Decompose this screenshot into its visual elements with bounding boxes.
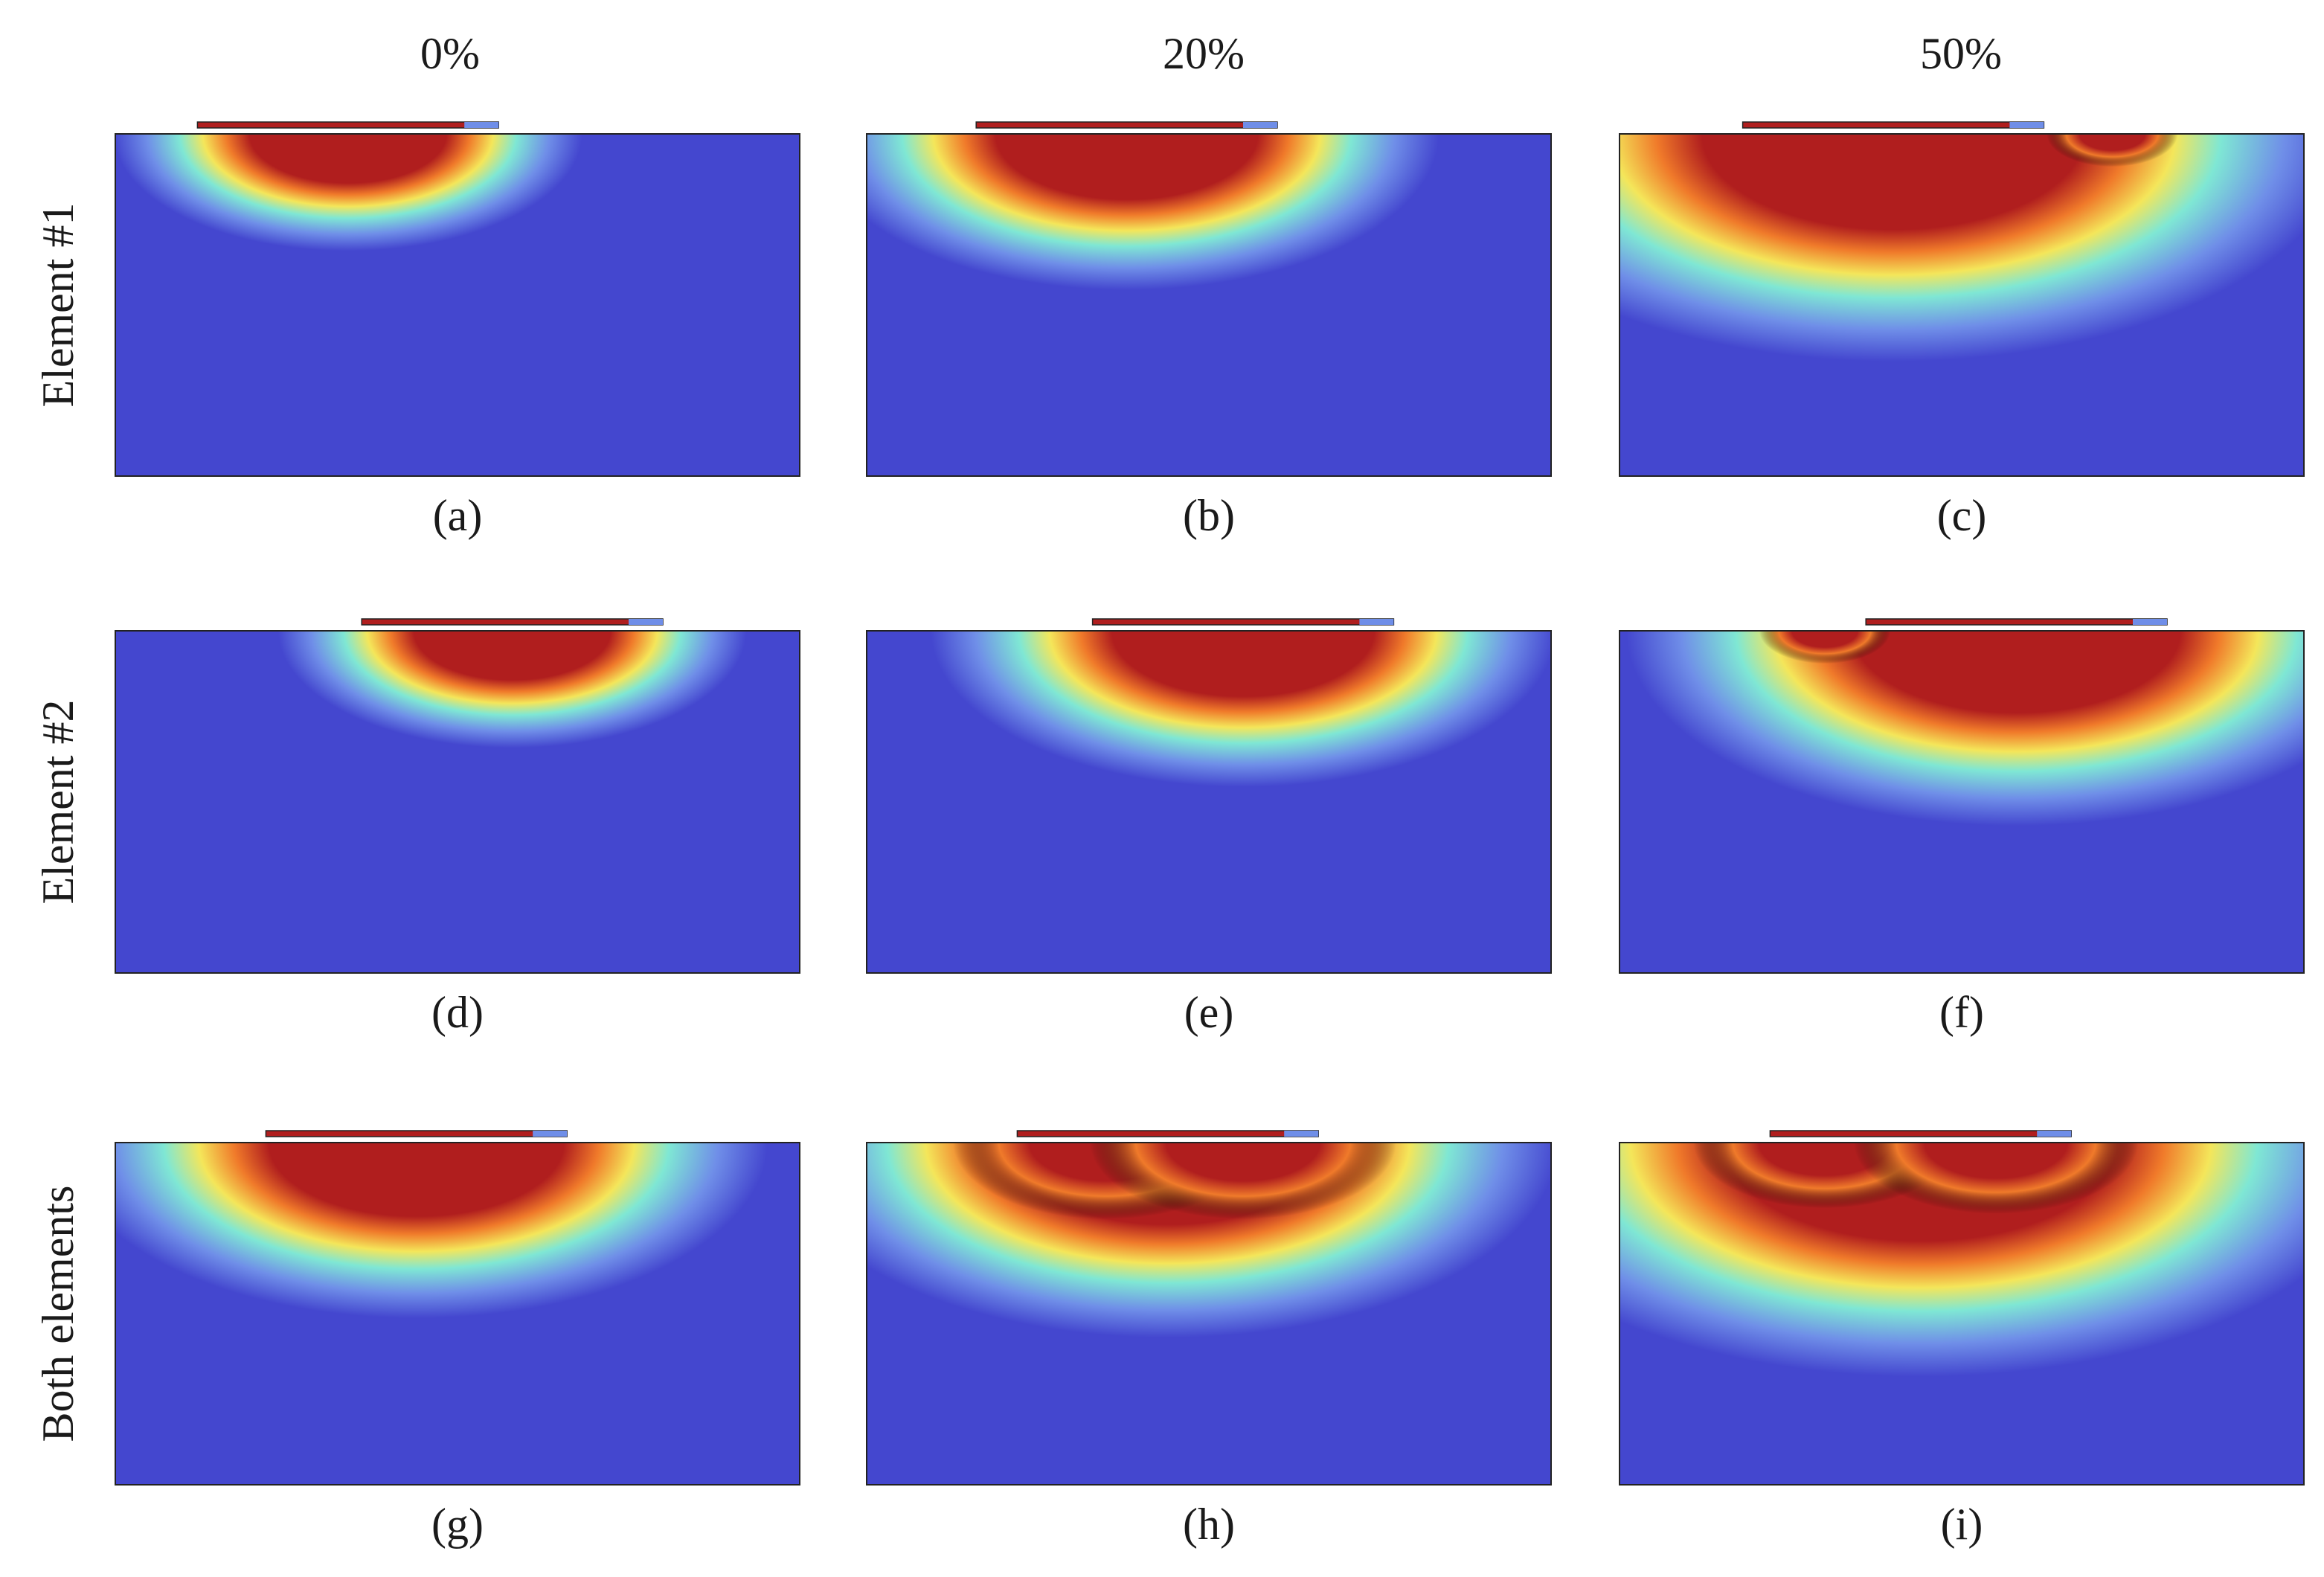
transducer-tip [629, 619, 663, 625]
panel-caption: (d) [431, 988, 484, 1037]
transducer-tip [1359, 619, 1394, 625]
transducer-tip [533, 1131, 568, 1137]
heatmap-panel-f [1619, 618, 2305, 974]
transducer-strip [196, 121, 499, 129]
transducer-tip [1284, 1131, 1319, 1137]
heatmap-panel-i [1619, 1130, 2305, 1486]
panel-frame [866, 133, 1552, 477]
panel-frame [115, 133, 800, 477]
heat-lobe [1620, 631, 2304, 973]
heat-lobe [1620, 1143, 2304, 1485]
transducer-tip [2009, 122, 2044, 128]
row-heading-2: Both elements [33, 1185, 83, 1442]
panel-caption: (c) [1936, 491, 1987, 540]
heat-zone [867, 631, 1551, 973]
heatmap-panel-g [115, 1130, 800, 1486]
transducer-strip [1865, 618, 2168, 626]
heat-zone [115, 134, 800, 476]
panel-caption: (g) [431, 1500, 484, 1549]
transducer-strip [1091, 618, 1395, 626]
heatmap-panel-h [866, 1130, 1552, 1486]
heatmap-panel-d [115, 618, 800, 974]
heatmap-panel-c [1619, 121, 2305, 477]
heatmap-panel-a [115, 121, 800, 477]
panel-frame [1619, 133, 2305, 477]
transducer-strip [1016, 1130, 1319, 1137]
transducer-strip [361, 618, 664, 626]
heat-zone [115, 1143, 800, 1485]
heat-zone [867, 134, 1551, 476]
column-heading-2: 50% [1920, 29, 2002, 78]
transducer-strip [265, 1130, 568, 1137]
panel-frame [115, 1142, 800, 1486]
panel-caption: (f) [1939, 988, 1984, 1037]
row-heading-0: Element #1 [33, 202, 83, 408]
panel-caption: (e) [1184, 988, 1234, 1037]
transducer-tip [1243, 122, 1277, 128]
transducer-strip [975, 121, 1278, 129]
panel-frame [866, 1142, 1552, 1486]
heatmap-panel-e [866, 618, 1552, 974]
transducer-tip [2133, 619, 2167, 625]
transducer-strip [1769, 1130, 2072, 1137]
heatmap-panel-b [866, 121, 1552, 477]
panel-frame [866, 630, 1552, 974]
transducer-strip [1742, 121, 2045, 129]
heat-zone [115, 631, 800, 973]
transducer-tip [464, 122, 499, 128]
panel-caption: (i) [1940, 1500, 1983, 1549]
panel-caption: (a) [432, 491, 483, 540]
column-heading-0: 0% [420, 29, 480, 78]
row-heading-1: Element #2 [33, 699, 83, 905]
panel-caption: (h) [1183, 1500, 1235, 1549]
panel-frame [1619, 630, 2305, 974]
heat-lobe [1620, 134, 2304, 476]
panel-caption: (b) [1183, 491, 1235, 540]
column-heading-1: 20% [1163, 29, 1245, 78]
panel-frame [115, 630, 800, 974]
panel-frame [1619, 1142, 2305, 1486]
transducer-tip [2037, 1131, 2072, 1137]
heat-lobe [867, 1143, 1551, 1485]
